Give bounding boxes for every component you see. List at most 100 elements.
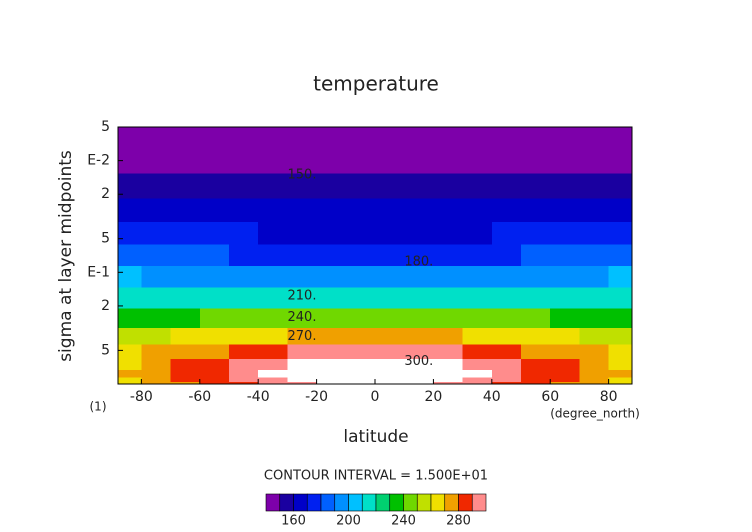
contour-cell: [228, 198, 259, 223]
chart-title: temperature: [313, 72, 439, 96]
contour-cell: [404, 344, 434, 359]
contour-cell: [404, 381, 434, 384]
contour-cell: [170, 127, 200, 149]
contour-cell: [375, 287, 405, 309]
contour-cell: [375, 327, 405, 345]
contour-cell: [228, 308, 259, 328]
contour-cell: [608, 287, 632, 309]
contour-cell: [118, 148, 142, 174]
contour-cell: [170, 377, 200, 382]
contour-cell: [404, 287, 434, 309]
contour-cell: [375, 381, 405, 384]
y-tick-label: E-1: [87, 264, 110, 280]
contour-cell: [462, 308, 492, 328]
contour-cell: [345, 198, 375, 223]
contour-cell: [118, 358, 142, 370]
contour-cell: [579, 358, 609, 370]
contour-cell: [550, 369, 580, 378]
x-tick-label: 40: [483, 389, 501, 405]
contour-cell: [404, 173, 434, 199]
contour-cell: [345, 381, 375, 384]
contour-cell: [491, 308, 522, 328]
contour-cell: [199, 198, 229, 223]
contour-cell: [491, 287, 522, 309]
contour-cell: [141, 308, 171, 328]
contour-cell: [375, 148, 405, 174]
contour-cell: [258, 244, 288, 266]
y-tick-label: 2: [101, 186, 110, 202]
contour-cell: [228, 327, 259, 345]
colorbar-box: [306, 493, 322, 512]
contour-cell: [228, 148, 259, 174]
contour-cell: [316, 148, 346, 174]
contour-cell: [258, 358, 288, 370]
contour-cell: [404, 265, 434, 288]
contour-cell: [375, 377, 405, 382]
contour-cell: [491, 127, 522, 149]
contour-cell: [433, 377, 463, 382]
contour-cell: [404, 308, 434, 328]
contour-cell: [118, 377, 142, 382]
colorbar-tick-label: 280: [446, 514, 471, 529]
contour-cell: [521, 198, 551, 223]
contour-cell: [141, 358, 171, 370]
contour-cell: [491, 198, 522, 223]
contour-cell: [579, 148, 609, 174]
contour-cell: [141, 222, 171, 245]
contour-cell: [579, 244, 609, 266]
contour-cell: [491, 327, 522, 345]
contour-cell: [462, 381, 492, 384]
contour-cell: [579, 173, 609, 199]
contour-cell: [462, 148, 492, 174]
colorbar-box: [279, 493, 294, 512]
contour-cell: [287, 369, 317, 378]
contour-cell: [170, 222, 200, 245]
contour-cell: [491, 358, 522, 370]
colorbar-box: [444, 493, 459, 512]
contour-cell: [521, 173, 551, 199]
colorbar-box: [265, 493, 281, 512]
contour-cell: [118, 369, 142, 378]
colorbar-box: [389, 493, 404, 512]
contour-cell: [375, 198, 405, 223]
contour-cell: [199, 222, 229, 245]
contour-cell: [258, 287, 288, 309]
contour-cell: [228, 222, 259, 245]
plot-frame: [117, 126, 633, 385]
contour-cell: [462, 344, 492, 359]
contour-cell: [433, 222, 463, 245]
contour-cell: [316, 198, 346, 223]
contour-cell: [375, 265, 405, 288]
contour-cell: [258, 381, 288, 384]
contour-cell: [170, 381, 200, 384]
contour-cell: [579, 327, 609, 345]
contour-cell: [258, 377, 288, 382]
contour-cell: [433, 358, 463, 370]
contour-cell: [345, 327, 375, 345]
contour-cell: [433, 381, 463, 384]
contour-cell: [199, 265, 229, 288]
contour-cell: [199, 327, 229, 345]
contour-cell: [491, 244, 522, 266]
contour-cell: [287, 222, 317, 245]
x-tick-label: 20: [424, 389, 442, 405]
contour-cell: [550, 265, 580, 288]
colorbar-box: [416, 493, 432, 512]
contour-cell: [375, 358, 405, 370]
y-tick-label: 2: [101, 298, 110, 314]
contour-cell: [433, 287, 463, 309]
contour-cell: [433, 327, 463, 345]
contour-cell: [521, 148, 551, 174]
contour-cell: [287, 198, 317, 223]
contour-cell: [433, 244, 463, 266]
contour-cell: [316, 327, 346, 345]
contour-cell: [316, 369, 346, 378]
contour-cell: [608, 198, 632, 223]
contour-cell: [345, 265, 375, 288]
contour-cell: [550, 377, 580, 382]
contour-cell: [141, 381, 171, 384]
contour-cell: [579, 287, 609, 309]
contour-cell: [118, 381, 142, 384]
colorbar-box: [334, 493, 349, 512]
contour-cell: [433, 344, 463, 359]
